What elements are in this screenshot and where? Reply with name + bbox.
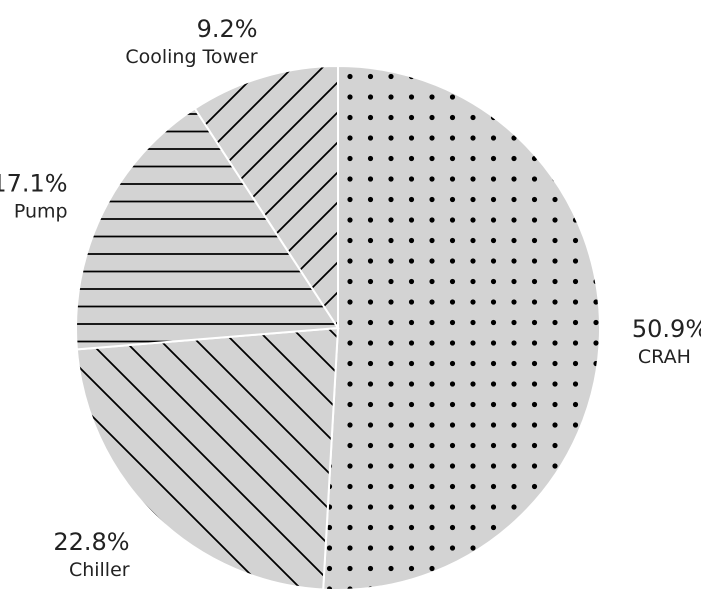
pie-category-label-chiller: Chiller: [69, 559, 130, 581]
pie-category-label-crah: CRAH: [638, 346, 691, 368]
pie-value-label-chiller: 22.8%: [53, 528, 129, 556]
pie-slice-hatch-chiller: [75, 326, 340, 590]
pie-value-label-cooling-tower: 9.2%: [197, 15, 258, 43]
pie-category-label-cooling-tower: Cooling Tower: [125, 46, 257, 68]
pie-slice-hatch-cooling-tower: [193, 64, 339, 332]
pie-slice-hatch-pump: [75, 107, 340, 351]
pie-labels: 50.9% CRAH 22.8% Chiller 17.1% Pump 9.2% Coolin…: [0, 15, 701, 581]
pie-category-label-pump: Pump: [14, 201, 68, 223]
pie-slices: [75, 64, 602, 590]
pie-value-label-crah: 50.9%: [632, 315, 701, 343]
pie-value-label-pump: 17.1%: [0, 170, 68, 198]
pie-slice-hatch-crah: [322, 64, 602, 590]
